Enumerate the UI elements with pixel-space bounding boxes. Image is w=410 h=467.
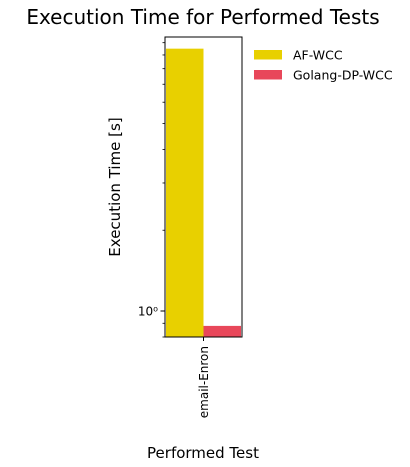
x-axis: email-Enron xyxy=(197,337,211,418)
legend-label: Golang-DP-WCC xyxy=(293,68,393,83)
legend-swatch xyxy=(254,70,282,80)
x-axis-label: Performed Test xyxy=(147,444,259,462)
legend-label: AF-WCC xyxy=(293,48,343,63)
y-axis: 10⁰ xyxy=(138,42,165,338)
bar-af-wcc-email-enron xyxy=(166,48,204,338)
x-tick-label: email-Enron xyxy=(197,346,211,418)
y-axis-label: Execution Time [s] xyxy=(106,117,124,256)
bar-golang-dp-wcc-email-enron xyxy=(203,325,241,337)
bars-group xyxy=(166,48,241,338)
y-tick-label: 10⁰ xyxy=(138,304,158,318)
chart-title: Execution Time for Performed Tests xyxy=(26,5,379,29)
legend-swatch xyxy=(254,50,282,60)
legend: AF-WCC Golang-DP-WCC xyxy=(254,48,393,83)
